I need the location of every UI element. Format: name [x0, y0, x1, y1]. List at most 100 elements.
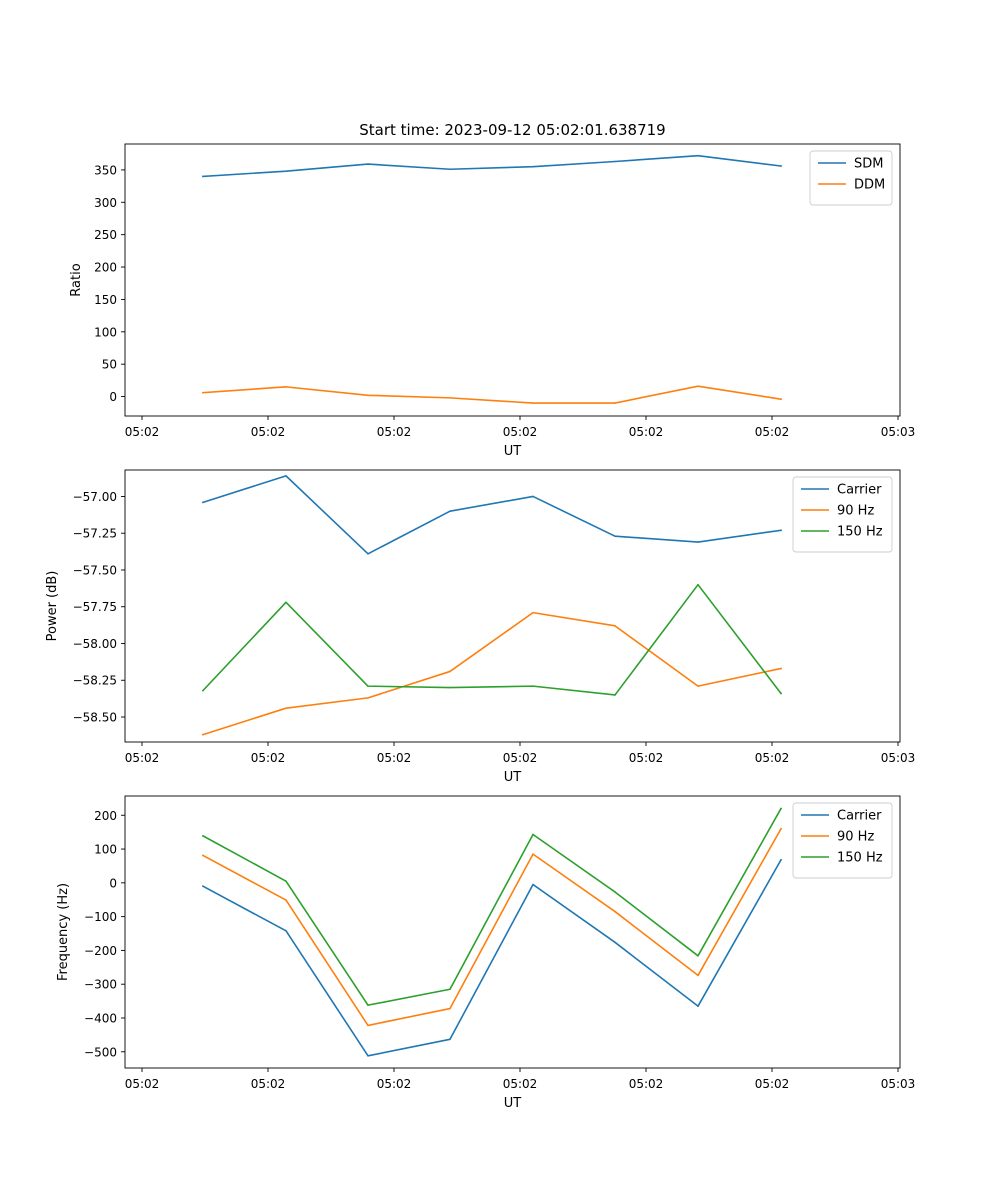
x-tick-label: 05:02: [251, 751, 286, 765]
y-tick-label: −57.00: [73, 490, 117, 504]
data-point-carrier-1: [285, 475, 287, 477]
y-tick-label: −300: [84, 978, 117, 992]
data-point-150-hz-6: [697, 955, 699, 957]
data-point-150-hz-2: [367, 685, 369, 687]
x-axis-label: UT: [504, 1096, 522, 1111]
data-point-90-hz-0: [202, 854, 204, 857]
data-point-150-hz-1: [285, 880, 287, 882]
y-tick-label: 100: [94, 325, 117, 339]
legend-box: [792, 476, 893, 553]
data-point-carrier-2: [367, 553, 369, 555]
y-axis-label: Power (dB): [45, 571, 60, 642]
data-point-carrier-6: [697, 1005, 699, 1007]
data-point-carrier-5: [614, 941, 616, 944]
series-line-ddm: [202, 385, 782, 404]
chart-title: Start time: 2023-09-12 05:02:01.638719: [359, 121, 665, 139]
x-axis-label: UT: [504, 444, 522, 459]
data-point-150-hz-3: [449, 686, 451, 689]
y-tick-label: 150: [94, 293, 117, 307]
y-tick-label: −58.50: [73, 711, 117, 725]
series-line-sdm: [202, 154, 782, 178]
data-point-90-hz-1: [285, 899, 287, 901]
axes-frame: [124, 143, 901, 417]
y-tick-label: 250: [94, 228, 117, 242]
data-point-150-hz-0: [202, 835, 204, 837]
data-point-90-hz-4: [532, 853, 534, 855]
data-point-150-hz-5: [614, 891, 616, 893]
data-point-sdm-5: [614, 160, 616, 163]
data-point-carrier-0: [202, 501, 204, 504]
y-tick-label: −200: [84, 944, 117, 958]
data-point-carrier-3: [449, 510, 451, 512]
legend: Carrier 90 Hz 150 Hz: [792, 802, 893, 879]
y-tick-label: 300: [94, 196, 117, 210]
legend-label-150-hz: 150 Hz: [837, 851, 883, 866]
x-tick-label: 05:02: [125, 751, 160, 765]
x-tick-label: 05:02: [125, 425, 160, 439]
legend-label-sdm: SDM: [854, 157, 883, 172]
y-tick-label: 50: [102, 358, 117, 372]
data-point-90-hz-1: [285, 707, 287, 709]
y-tick-label: −57.25: [73, 527, 117, 541]
legend-label-ddm: DDM: [854, 178, 885, 193]
x-tick-label: 05:02: [251, 425, 286, 439]
data-point-ddm-3: [449, 397, 451, 399]
y-tick-label: 200: [94, 809, 117, 823]
axes-frame: [124, 795, 901, 1069]
y-axis-label: Ratio: [69, 263, 84, 296]
x-tick-label: 05:02: [125, 1077, 160, 1091]
x-tick-label: 05:02: [629, 1077, 664, 1091]
chart-panel-3: 05:02 05:02 05:02 05:02 05:02 05:02 05:03 UT 200…: [56, 795, 916, 1111]
series-line-carrier: [201, 858, 783, 1057]
data-point-90-hz-6: [697, 685, 699, 687]
data-point-150-hz-4: [532, 833, 534, 836]
data-point-150-hz-6: [697, 583, 699, 586]
x-tick-label: 05:02: [377, 1077, 412, 1091]
data-point-90-hz-3: [449, 1007, 451, 1010]
data-point-sdm-2: [367, 163, 369, 165]
data-point-150-hz-2: [367, 1004, 369, 1006]
x-tick-label: 05:03: [881, 1077, 916, 1091]
data-point-carrier-0: [202, 885, 204, 888]
axes-frame: [124, 469, 901, 743]
data-point-150-hz-5: [614, 694, 616, 696]
y-tick-label: 0: [109, 390, 117, 404]
series-line-carrier: [201, 475, 782, 555]
x-tick-label: 05:02: [503, 751, 538, 765]
data-point-carrier-4: [532, 495, 534, 498]
data-point-90-hz-2: [367, 1024, 369, 1027]
y-tick-label: 350: [94, 163, 117, 177]
x-tick-label: 05:03: [881, 425, 916, 439]
data-point-90-hz-0: [202, 733, 204, 736]
data-point-ddm-1: [285, 386, 287, 388]
data-point-ddm-7: [780, 398, 782, 400]
legend-label-90-hz: 90 Hz: [837, 504, 874, 519]
data-point-90-hz-5: [614, 910, 616, 913]
data-point-90-hz-2: [367, 697, 369, 699]
y-tick-label: −400: [84, 1011, 117, 1025]
legend: Carrier 90 Hz 150 Hz: [792, 476, 893, 553]
series-line-90-hz: [201, 827, 783, 1027]
series-line-90-hz: [201, 611, 782, 736]
data-point-150-hz-3: [449, 988, 451, 991]
legend-label-carrier: Carrier: [837, 809, 882, 824]
data-point-90-hz-5: [614, 625, 616, 627]
x-axis-label: UT: [504, 770, 522, 785]
data-point-150-hz-1: [285, 601, 287, 604]
series-line-150-hz: [201, 807, 783, 1006]
x-tick-label: 05:02: [377, 425, 412, 439]
series-line-150-hz: [201, 583, 783, 696]
data-point-90-hz-7: [780, 667, 782, 670]
y-tick-label: −58.25: [73, 674, 117, 688]
data-point-150-hz-7: [780, 807, 782, 810]
data-point-carrier-2: [367, 1055, 369, 1057]
legend: SDM DDM: [809, 150, 893, 206]
data-point-90-hz-3: [449, 670, 451, 673]
data-point-150-hz-4: [532, 685, 534, 687]
data-point-sdm-3: [449, 168, 451, 171]
x-tick-label: 05:02: [377, 751, 412, 765]
x-tick-label: 05:02: [629, 425, 664, 439]
y-axis-label: Frequency (Hz): [56, 883, 71, 981]
chart-panel-1: Start time: 2023-09-12 05:02:01.63871905…: [69, 121, 915, 459]
